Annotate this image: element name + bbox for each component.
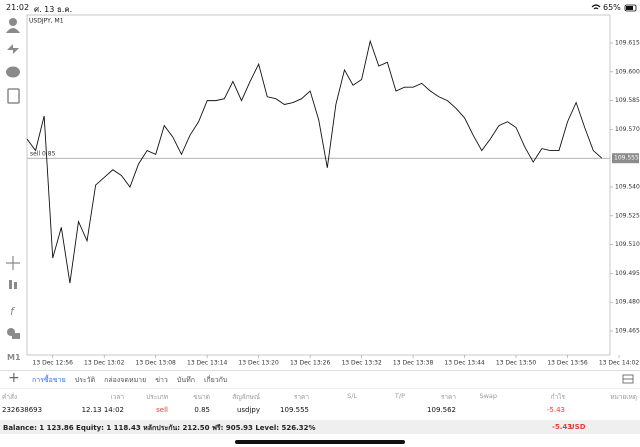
column-header: หมายเหตุ <box>610 393 637 401</box>
tab[interactable]: ประวัติ <box>74 376 96 384</box>
table-cell: 0.85 <box>194 406 210 414</box>
left-toolbar: f M1 <box>6 18 21 362</box>
table-cell: 109.555 <box>280 406 309 414</box>
y-tick-label: 109.540 <box>615 184 640 191</box>
divider <box>0 388 640 389</box>
home-indicator <box>235 440 405 444</box>
battery-level: 65% <box>603 3 621 12</box>
x-tick-label: 13 Dec 12:56 <box>33 360 74 367</box>
x-tick-label: 13 Dec 13:44 <box>444 360 485 367</box>
price-marker-label: 109.555 <box>614 155 639 162</box>
chart: USDJPY, M1 109.465 109.480 109.495 109.510 1… <box>26 14 640 367</box>
tab[interactable]: เกี่ยวกับ <box>203 376 228 384</box>
column-header: สัญลักษณ์ <box>232 393 260 401</box>
account-icon-body <box>6 28 20 33</box>
price-line <box>26 39 603 284</box>
y-tick-label: 109.615 <box>615 40 640 47</box>
x-tick-label: 13 Dec 13:50 <box>496 360 537 367</box>
y-tick-label: 109.495 <box>615 270 640 277</box>
column-header: S/L <box>347 392 357 400</box>
x-tick-label: 13 Dec 14:02 <box>599 360 640 367</box>
table-cell: 232638693 <box>2 406 43 414</box>
currency: USD <box>569 423 586 431</box>
y-tick-label: 109.570 <box>615 126 640 133</box>
column-header: ราคา <box>440 393 456 401</box>
indicator-icon[interactable] <box>9 280 12 289</box>
status-icons <box>591 4 637 12</box>
x-tick-label: 13 Dec 13:56 <box>547 360 588 367</box>
column-header: คำสั่ง <box>2 393 18 401</box>
chat-icon[interactable] <box>6 66 20 78</box>
column-header: T/P <box>394 392 405 400</box>
function-icon[interactable]: f <box>10 305 16 318</box>
tab-bar: การซื้อขาย ประวัติ กล่องจดหมาย ข่าว บันทึก เก… <box>32 375 227 389</box>
column-header: ราคา <box>293 393 309 401</box>
total-profit: -5.43 <box>552 423 573 431</box>
date: ศ. 13 ธ.ค. <box>34 5 73 14</box>
column-header: กำไร <box>550 393 565 401</box>
order-label: sell 0.85 <box>30 151 56 158</box>
account-summary: Balance: 1 123.86 Equity: 1 118.43 หลักป… <box>3 424 316 432</box>
summary-bar <box>0 420 640 434</box>
chart-title: USDJPY, M1 <box>29 18 64 25</box>
x-tick-label: 13 Dec 13:02 <box>84 360 125 367</box>
trade-icon[interactable] <box>7 44 19 54</box>
column-header: ขนาด <box>193 393 210 401</box>
y-tick-label: 109.525 <box>615 212 640 219</box>
table-cell: 109.562 <box>427 406 456 414</box>
x-tick-label: 13 Dec 13:26 <box>290 360 331 367</box>
x-tick-label: 13 Dec 13:14 <box>187 360 228 367</box>
column-header: Swap <box>479 392 497 400</box>
layout-icon[interactable] <box>622 374 634 384</box>
tab[interactable]: การซื้อขาย <box>32 375 66 389</box>
tab[interactable]: ข่าว <box>155 376 168 384</box>
x-tick-label: 13 Dec 13:20 <box>238 360 279 367</box>
table-cell: -5.43 <box>546 406 565 414</box>
y-tick-label: 109.510 <box>615 241 640 248</box>
column-header: ประเภท <box>146 393 168 401</box>
table-cell: usdjpy <box>236 406 260 414</box>
x-tick-label: 13 Dec 13:38 <box>393 360 434 367</box>
y-tick-label: 109.600 <box>615 68 640 75</box>
tab[interactable]: กล่องจดหมาย <box>104 376 147 384</box>
table-cell: 12.13 14:02 <box>81 406 124 414</box>
y-tick-label: 109.465 <box>615 328 640 335</box>
add-button[interactable]: + <box>8 370 20 386</box>
price-marker <box>612 153 639 164</box>
clock: 21:02 <box>6 3 30 12</box>
divider <box>0 370 640 371</box>
crosshair-icon[interactable] <box>6 256 20 270</box>
x-tick-label: 13 Dec 13:08 <box>136 360 177 367</box>
column-header: เวลา <box>110 393 124 401</box>
timeframe[interactable]: M1 <box>7 353 21 362</box>
account-icon[interactable] <box>9 18 17 26</box>
doc-icon[interactable] <box>7 88 20 104</box>
x-tick-label: 13 Dec 13:32 <box>341 360 382 367</box>
y-tick-label: 109.480 <box>615 299 640 306</box>
table-cell: sell <box>156 406 168 414</box>
tab[interactable]: บันทึก <box>176 376 195 384</box>
chart-frame <box>26 14 611 356</box>
y-tick-label: 109.585 <box>615 97 640 104</box>
